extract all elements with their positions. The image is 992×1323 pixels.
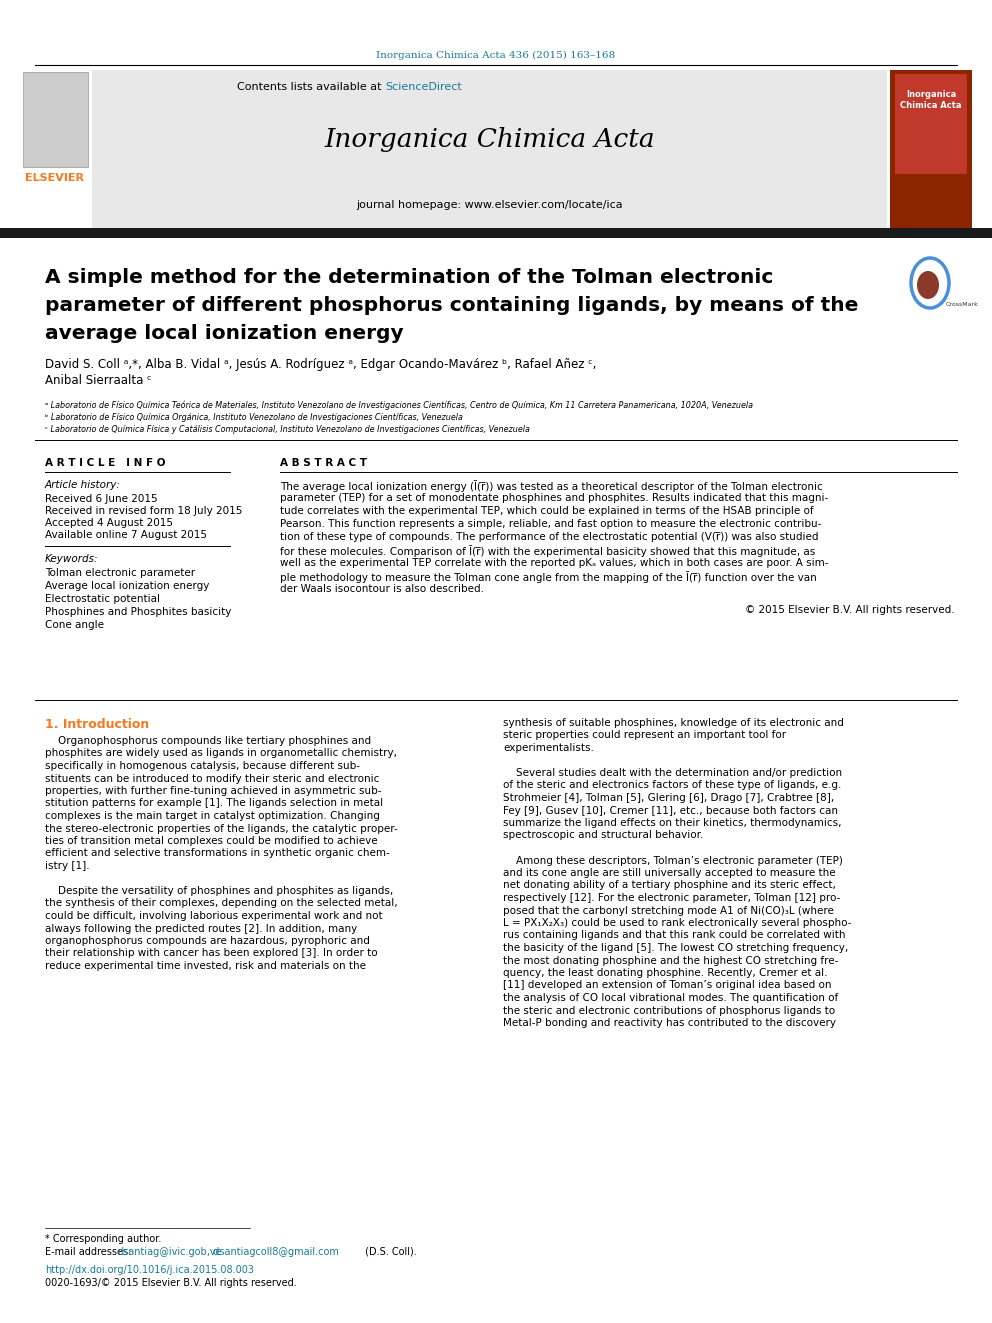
Text: L = PX₁X₂X₃) could be used to rank electronically several phospho-: L = PX₁X₂X₃) could be used to rank elect… xyxy=(503,918,851,927)
Text: Inorganica Chimica Acta 436 (2015) 163–168: Inorganica Chimica Acta 436 (2015) 163–1… xyxy=(376,50,616,60)
Text: (D.S. Coll).: (D.S. Coll). xyxy=(362,1248,417,1257)
Text: Contents lists available at: Contents lists available at xyxy=(237,82,385,93)
Text: The average local ionization energy (Ī(r̅)) was tested as a theoretical descript: The average local ionization energy (Ī(r… xyxy=(280,480,822,492)
Text: summarize the ligand effects on their kinetics, thermodynamics,: summarize the ligand effects on their ki… xyxy=(503,818,841,828)
Text: average local ionization energy: average local ionization energy xyxy=(45,324,404,343)
Text: ᶜ Laboratorio de Química Física y Catálisis Computacional, Instituto Venezolano : ᶜ Laboratorio de Química Física y Catáli… xyxy=(45,425,530,434)
Text: Electrostatic potential: Electrostatic potential xyxy=(45,594,160,605)
Text: well as the experimental TEP correlate with the reported pKₐ values, which in bo: well as the experimental TEP correlate w… xyxy=(280,558,828,568)
Text: Among these descriptors, Tolman’s electronic parameter (TEP): Among these descriptors, Tolman’s electr… xyxy=(503,856,843,865)
Text: , dsantiagcoll8@gmail.com: , dsantiagcoll8@gmail.com xyxy=(207,1248,339,1257)
Text: Tolman electronic parameter: Tolman electronic parameter xyxy=(45,568,195,578)
Text: Organophosphorus compounds like tertiary phosphines and: Organophosphorus compounds like tertiary… xyxy=(45,736,371,746)
Text: Several studies dealt with the determination and/or prediction: Several studies dealt with the determina… xyxy=(503,767,842,778)
Text: Average local ionization energy: Average local ionization energy xyxy=(45,581,209,591)
Text: * Corresponding author.: * Corresponding author. xyxy=(45,1234,162,1244)
Text: Despite the versatility of phosphines and phosphites as ligands,: Despite the versatility of phosphines an… xyxy=(45,886,393,896)
Text: respectively [12]. For the electronic parameter, Tolman [12] pro-: respectively [12]. For the electronic pa… xyxy=(503,893,840,904)
Text: 0020-1693/© 2015 Elsevier B.V. All rights reserved.: 0020-1693/© 2015 Elsevier B.V. All right… xyxy=(45,1278,297,1289)
Text: Available online 7 August 2015: Available online 7 August 2015 xyxy=(45,531,207,540)
Text: ᵃ Laboratorio de Físico Química Teórica de Materiales, Instituto Venezolano de I: ᵃ Laboratorio de Físico Química Teórica … xyxy=(45,400,753,410)
Text: http://dx.doi.org/10.1016/j.ica.2015.08.003: http://dx.doi.org/10.1016/j.ica.2015.08.… xyxy=(45,1265,254,1275)
Text: Article history:: Article history: xyxy=(45,480,121,490)
Text: the synthesis of their complexes, depending on the selected metal,: the synthesis of their complexes, depend… xyxy=(45,898,398,909)
Text: stitution patterns for example [1]. The ligands selection in metal: stitution patterns for example [1]. The … xyxy=(45,799,383,808)
Text: phosphites are widely used as ligands in organometallic chemistry,: phosphites are widely used as ligands in… xyxy=(45,749,397,758)
Text: Phosphines and Phosphites basicity: Phosphines and Phosphites basicity xyxy=(45,607,231,617)
Bar xyxy=(0,228,992,238)
Text: ScienceDirect: ScienceDirect xyxy=(385,82,461,93)
Text: could be difficult, involving laborious experimental work and not: could be difficult, involving laborious … xyxy=(45,912,383,921)
Text: the most donating phosphine and the highest CO stretching fre-: the most donating phosphine and the high… xyxy=(503,955,838,966)
Text: Keywords:: Keywords: xyxy=(45,554,98,564)
Text: reduce experimental time invested, risk and materials on the: reduce experimental time invested, risk … xyxy=(45,960,366,971)
Text: dsantiag@ivic.gob.ve: dsantiag@ivic.gob.ve xyxy=(117,1248,221,1257)
Text: efficient and selective transformations in synthetic organic chem-: efficient and selective transformations … xyxy=(45,848,390,859)
Text: der Waals isocontour is also described.: der Waals isocontour is also described. xyxy=(280,583,484,594)
Text: tude correlates with the experimental TEP, which could be explained in terms of : tude correlates with the experimental TE… xyxy=(280,505,813,516)
Text: spectroscopic and structural behavior.: spectroscopic and structural behavior. xyxy=(503,831,703,840)
Text: synthesis of suitable phosphines, knowledge of its electronic and: synthesis of suitable phosphines, knowle… xyxy=(503,718,844,728)
Text: rus containing ligands and that this rank could be correlated with: rus containing ligands and that this ran… xyxy=(503,930,845,941)
Text: stituents can be introduced to modify their steric and electronic: stituents can be introduced to modify th… xyxy=(45,774,379,783)
Text: for these molecules. Comparison of Ī(r̅) with the experimental basicity showed t: for these molecules. Comparison of Ī(r̅)… xyxy=(280,545,815,557)
Text: the steric and electronic contributions of phosphorus ligands to: the steric and electronic contributions … xyxy=(503,1005,835,1016)
Text: of the steric and electronics factors of these type of ligands, e.g.: of the steric and electronics factors of… xyxy=(503,781,841,791)
Text: parameter of different phosphorus containing ligands, by means of the: parameter of different phosphorus contai… xyxy=(45,296,858,315)
Text: Fey [9], Gusev [10], Cremer [11], etc., because both factors can: Fey [9], Gusev [10], Cremer [11], etc., … xyxy=(503,806,838,815)
Text: always following the predicted routes [2]. In addition, many: always following the predicted routes [2… xyxy=(45,923,357,934)
Text: Inorganica
Chimica Acta: Inorganica Chimica Acta xyxy=(901,90,962,110)
Text: Received in revised form 18 July 2015: Received in revised form 18 July 2015 xyxy=(45,505,242,516)
Text: CrossMark: CrossMark xyxy=(946,303,979,307)
Text: 1. Introduction: 1. Introduction xyxy=(45,718,149,732)
Bar xyxy=(23,71,88,167)
Text: properties, with further fine-tuning achieved in asymmetric sub-: properties, with further fine-tuning ach… xyxy=(45,786,382,796)
Text: ties of transition metal complexes could be modified to achieve: ties of transition metal complexes could… xyxy=(45,836,378,845)
Bar xyxy=(92,70,887,228)
Text: A simple method for the determination of the Tolman electronic: A simple method for the determination of… xyxy=(45,269,774,287)
Bar xyxy=(895,74,967,175)
Text: net donating ability of a tertiary phosphine and its steric effect,: net donating ability of a tertiary phosp… xyxy=(503,881,836,890)
Ellipse shape xyxy=(917,271,939,299)
Text: posed that the carbonyl stretching mode A1 of Ni(CO)₃L (where: posed that the carbonyl stretching mode … xyxy=(503,905,834,916)
Text: Cone angle: Cone angle xyxy=(45,620,104,630)
Text: ᵇ Laboratorio de Físico Química Orgánica, Instituto Venezolano de Investigacione: ᵇ Laboratorio de Físico Química Orgánica… xyxy=(45,413,463,422)
Text: the basicity of the ligand [5]. The lowest CO stretching frequency,: the basicity of the ligand [5]. The lowe… xyxy=(503,943,848,953)
Text: parameter (TEP) for a set of monodentate phosphines and phosphites. Results indi: parameter (TEP) for a set of monodentate… xyxy=(280,493,828,503)
Text: ple methodology to measure the Tolman cone angle from the mapping of the Ī(r̅) f: ple methodology to measure the Tolman co… xyxy=(280,572,816,583)
Text: [11] developed an extension of Toman’s original idea based on: [11] developed an extension of Toman’s o… xyxy=(503,980,831,991)
Text: David S. Coll ᵃ,*, Alba B. Vidal ᵃ, Jesús A. Rodríguez ᵃ, Edgar Ocando-Mavárez ᵇ: David S. Coll ᵃ,*, Alba B. Vidal ᵃ, Jesú… xyxy=(45,359,596,370)
Text: A R T I C L E   I N F O: A R T I C L E I N F O xyxy=(45,458,166,468)
Text: steric properties could represent an important tool for: steric properties could represent an imp… xyxy=(503,730,786,741)
Text: Metal-P bonding and reactivity has contributed to the discovery: Metal-P bonding and reactivity has contr… xyxy=(503,1017,836,1028)
Bar xyxy=(890,70,972,228)
Text: experimentalists.: experimentalists. xyxy=(503,744,594,753)
Text: complexes is the main target in catalyst optimization. Changing: complexes is the main target in catalyst… xyxy=(45,811,380,822)
Text: ELSEVIER: ELSEVIER xyxy=(26,173,84,183)
Text: and its cone angle are still universally accepted to measure the: and its cone angle are still universally… xyxy=(503,868,835,878)
Text: E-mail addresses:: E-mail addresses: xyxy=(45,1248,135,1257)
Text: tion of these type of compounds. The performance of the electrostatic potential : tion of these type of compounds. The per… xyxy=(280,532,818,542)
Text: istry [1].: istry [1]. xyxy=(45,861,89,871)
Text: Accepted 4 August 2015: Accepted 4 August 2015 xyxy=(45,519,173,528)
Text: Inorganica Chimica Acta: Inorganica Chimica Acta xyxy=(324,127,656,152)
Text: the analysis of CO local vibrational modes. The quantification of: the analysis of CO local vibrational mod… xyxy=(503,994,838,1003)
Text: Received 6 June 2015: Received 6 June 2015 xyxy=(45,493,158,504)
Text: Anibal Sierraalta ᶜ: Anibal Sierraalta ᶜ xyxy=(45,374,152,388)
Text: specifically in homogenous catalysis, because different sub-: specifically in homogenous catalysis, be… xyxy=(45,761,360,771)
Text: the stereo-electronic properties of the ligands, the catalytic proper-: the stereo-electronic properties of the … xyxy=(45,823,398,833)
Bar xyxy=(20,70,90,228)
Text: journal homepage: www.elsevier.com/locate/ica: journal homepage: www.elsevier.com/locat… xyxy=(357,200,623,210)
Text: Strohmeier [4], Tolman [5], Glering [6], Drago [7], Crabtree [8],: Strohmeier [4], Tolman [5], Glering [6],… xyxy=(503,792,834,803)
Text: Pearson. This function represents a simple, reliable, and fast option to measure: Pearson. This function represents a simp… xyxy=(280,519,821,529)
Text: their relationship with cancer has been explored [3]. In order to: their relationship with cancer has been … xyxy=(45,949,378,958)
Text: © 2015 Elsevier B.V. All rights reserved.: © 2015 Elsevier B.V. All rights reserved… xyxy=(745,605,955,615)
Text: A B S T R A C T: A B S T R A C T xyxy=(280,458,367,468)
Text: organophosphorus compounds are hazardous, pyrophoric and: organophosphorus compounds are hazardous… xyxy=(45,935,370,946)
Text: quency, the least donating phosphine. Recently, Cremer et al.: quency, the least donating phosphine. Re… xyxy=(503,968,827,978)
